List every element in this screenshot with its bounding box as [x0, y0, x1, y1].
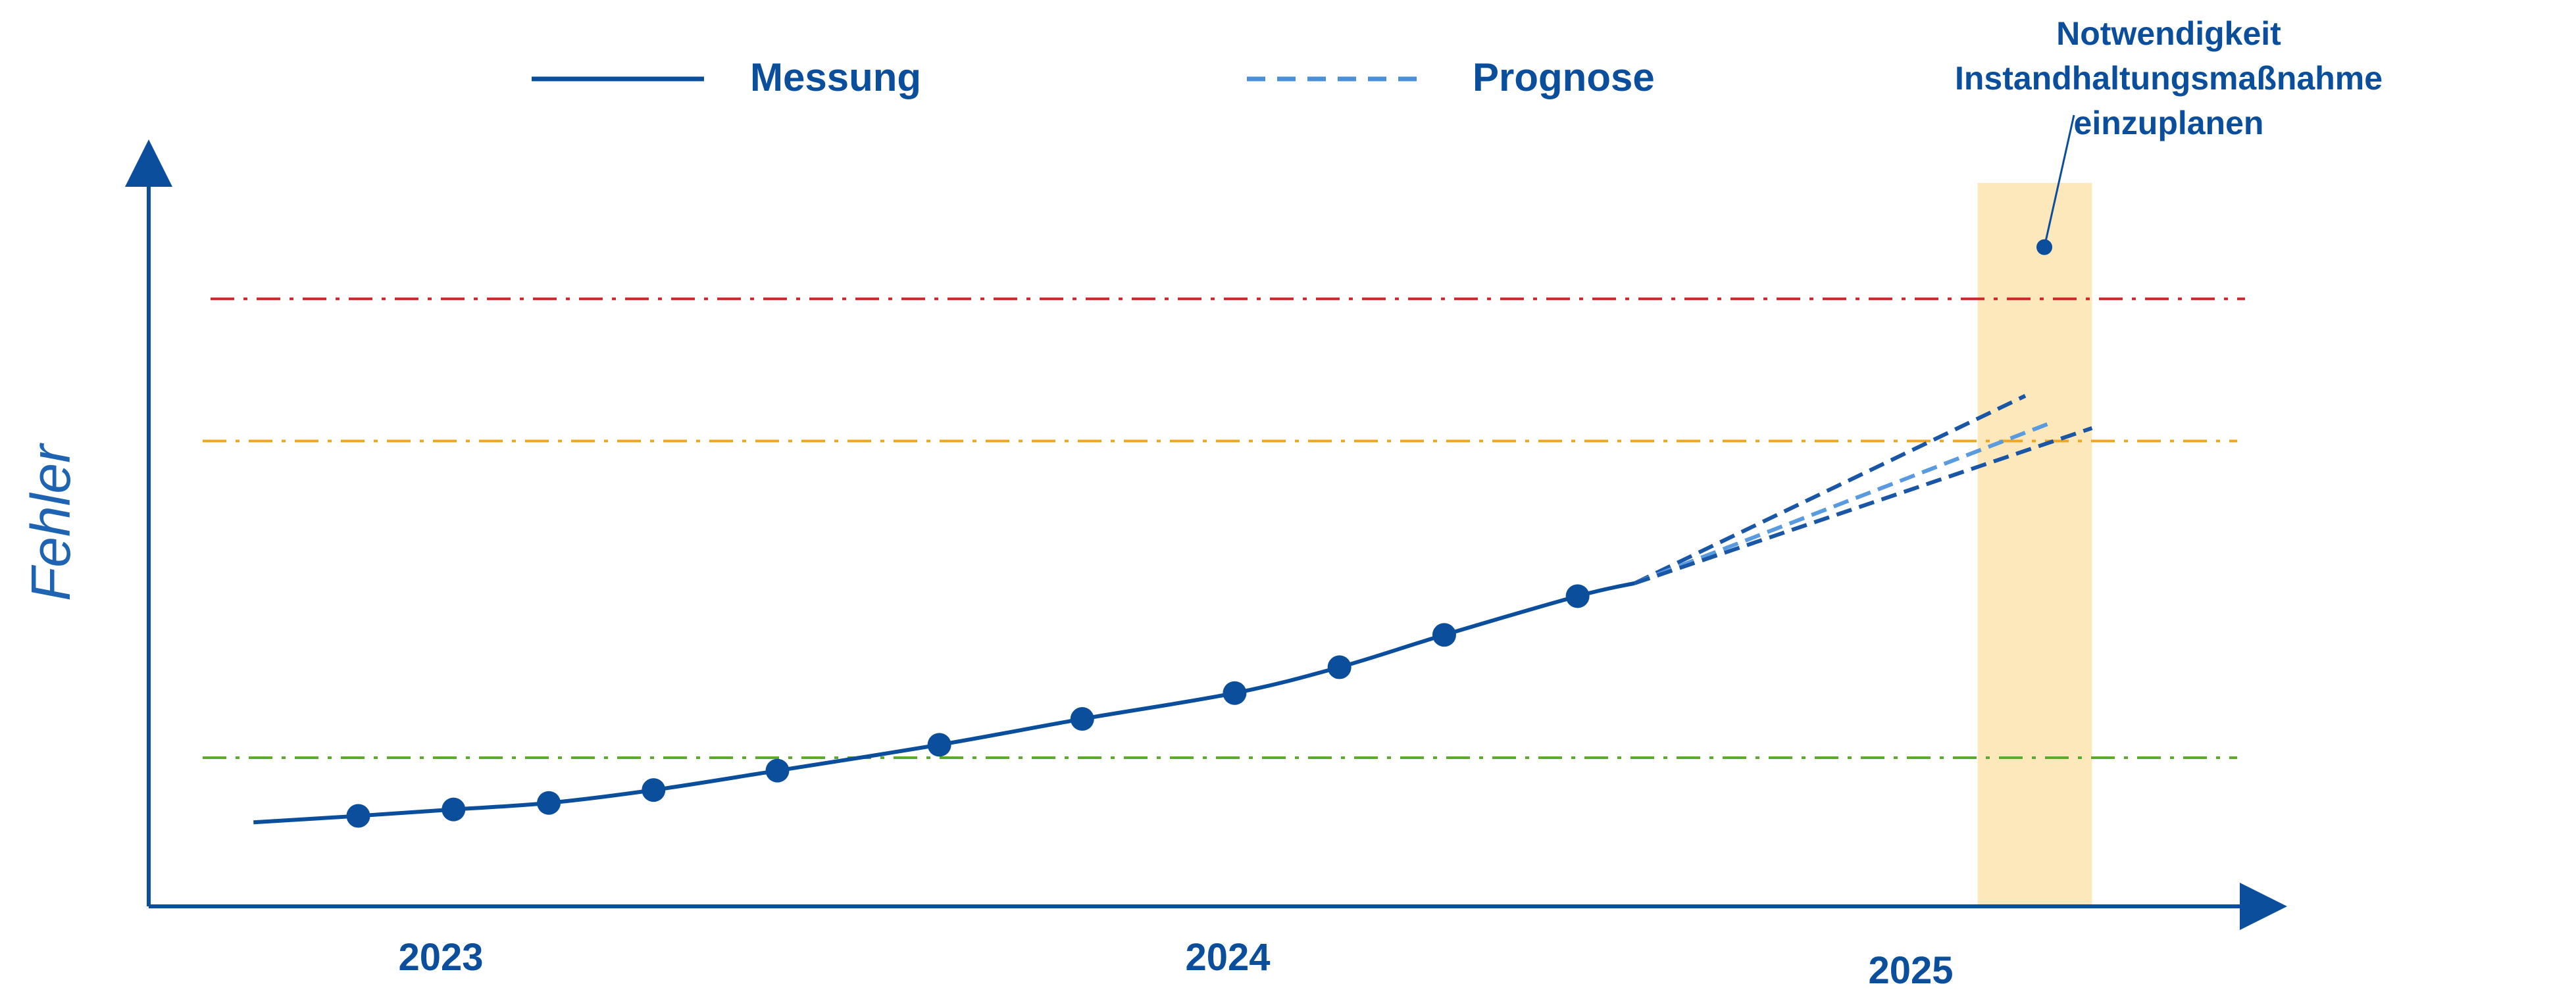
measurement-point-5 [765, 758, 790, 783]
legend-label-messung: Messung [750, 55, 921, 99]
annotation-point [2036, 239, 2053, 255]
measurement-point-1 [346, 804, 370, 828]
forecast-line-1 [1634, 394, 2027, 585]
forecast-line-2 [1634, 420, 2055, 585]
measurement-point-11 [1565, 584, 1590, 608]
highlight-band [1977, 183, 2092, 906]
measurement-point-9 [1327, 655, 1351, 679]
measurement-point-7 [1070, 707, 1094, 731]
x-tick-labels: 2023 2024 2025 [398, 936, 1953, 992]
annotation-text-line-2: Instandhaltungsmaßnahme [1955, 60, 2383, 97]
x-tick-label-2023: 2023 [398, 936, 483, 979]
forecast-line-3 [1634, 426, 2093, 585]
measurement-line [253, 581, 1636, 825]
measurement-point-10 [1432, 623, 1456, 647]
legend-label-prognose: Prognose [1473, 55, 1655, 99]
annotation-leader-line [2043, 114, 2075, 248]
measurement-point-3 [537, 791, 561, 815]
legend: Messung Prognose [532, 55, 1655, 99]
x-tick-label-2024: 2024 [1185, 936, 1270, 979]
measurement-point-2 [442, 797, 466, 822]
measurement-point-8 [1223, 681, 1247, 705]
x-tick-label-2025: 2025 [1868, 949, 1953, 992]
annotation-text-line-3: einzuplanen [2074, 105, 2264, 141]
y-axis-label: Fehler [20, 443, 82, 601]
measurement-point-4 [642, 778, 666, 802]
measurement-point-6 [927, 733, 951, 757]
annotation-text-line-1: Notwendigkeit [2056, 15, 2281, 52]
